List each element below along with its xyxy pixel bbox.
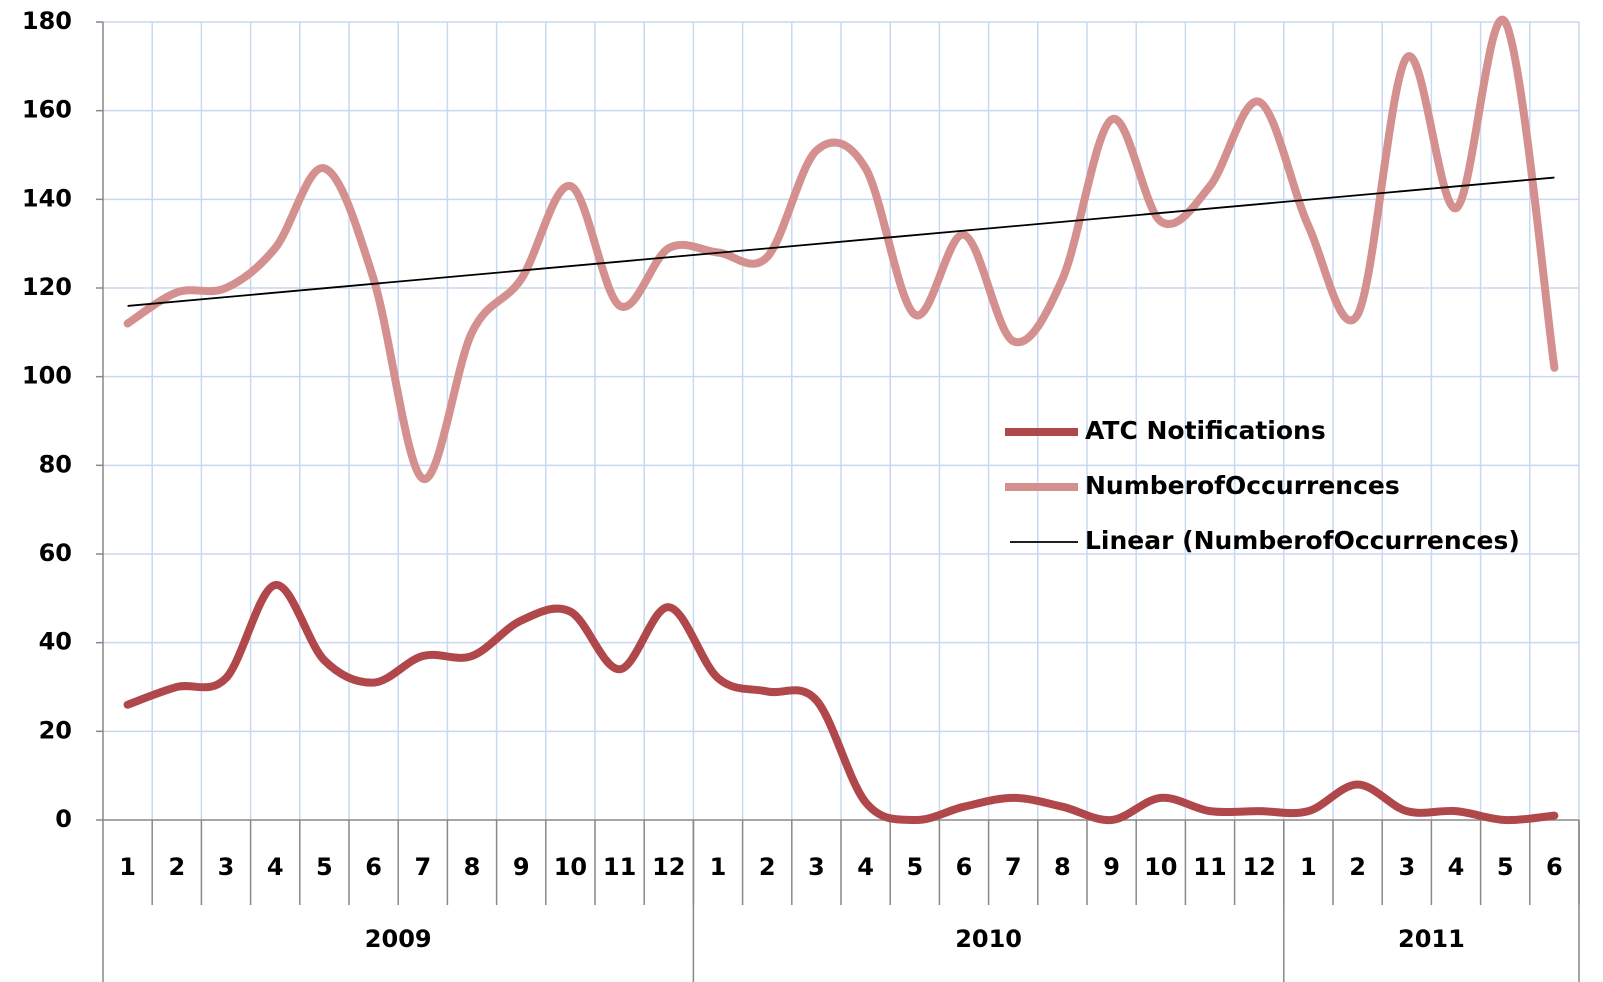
x-tick-label: 1 <box>710 853 727 881</box>
x-tick-label: 9 <box>513 853 530 881</box>
y-tick-label: 140 <box>22 184 72 212</box>
x-tick-label: 12 <box>652 853 685 881</box>
y-tick-label: 120 <box>22 273 72 301</box>
x-tick-label: 11 <box>603 853 636 881</box>
trendline <box>127 176 1555 307</box>
y-tick-label: 60 <box>39 539 72 567</box>
group-label: 2009 <box>365 925 432 953</box>
legend-label: ATC Notifications <box>1085 416 1326 445</box>
series-line <box>123 15 1559 483</box>
y-tick-label: 100 <box>22 362 72 390</box>
y-tick-label: 0 <box>55 805 72 833</box>
x-tick-label: 3 <box>808 853 825 881</box>
x-tick-label: 12 <box>1242 853 1275 881</box>
x-tick-label: 7 <box>414 853 431 881</box>
y-tick-label: 80 <box>39 450 72 478</box>
x-tick-label: 2 <box>168 853 185 881</box>
x-tick-label: 8 <box>1054 853 1071 881</box>
x-tick-label: 4 <box>857 853 874 881</box>
x-tick-label: 6 <box>956 853 973 881</box>
x-tick-label: 8 <box>464 853 481 881</box>
group-label: 2010 <box>955 925 1022 953</box>
x-tick-label: 5 <box>1497 853 1514 881</box>
x-tick-label: 3 <box>1398 853 1415 881</box>
legend-label: NumberofOccurrences <box>1085 471 1400 500</box>
x-tick-label: 1 <box>119 853 136 881</box>
legend-label: Linear (NumberofOccurrences) <box>1085 526 1520 555</box>
x-tick-label: 1 <box>1300 853 1317 881</box>
x-tick-label: 10 <box>1144 853 1177 881</box>
series-line <box>123 581 1559 825</box>
y-tick-label: 180 <box>22 7 72 35</box>
x-tick-label: 5 <box>316 853 333 881</box>
x-tick-label: 11 <box>1193 853 1226 881</box>
x-tick-label: 10 <box>554 853 587 881</box>
group-label: 2011 <box>1398 925 1465 953</box>
x-tick-label: 3 <box>218 853 235 881</box>
y-tick-label: 40 <box>39 628 72 656</box>
x-tick-label: 9 <box>1103 853 1120 881</box>
x-tick-label: 5 <box>906 853 923 881</box>
x-tick-label: 6 <box>1546 853 1563 881</box>
x-tick-label: 2 <box>1349 853 1366 881</box>
x-tick-label: 4 <box>1448 853 1465 881</box>
x-tick-label: 2 <box>759 853 776 881</box>
y-tick-label: 160 <box>22 96 72 124</box>
x-tick-label: 6 <box>365 853 382 881</box>
x-tick-label: 4 <box>267 853 284 881</box>
x-tick-label: 7 <box>1005 853 1022 881</box>
y-tick-label: 20 <box>39 716 72 744</box>
